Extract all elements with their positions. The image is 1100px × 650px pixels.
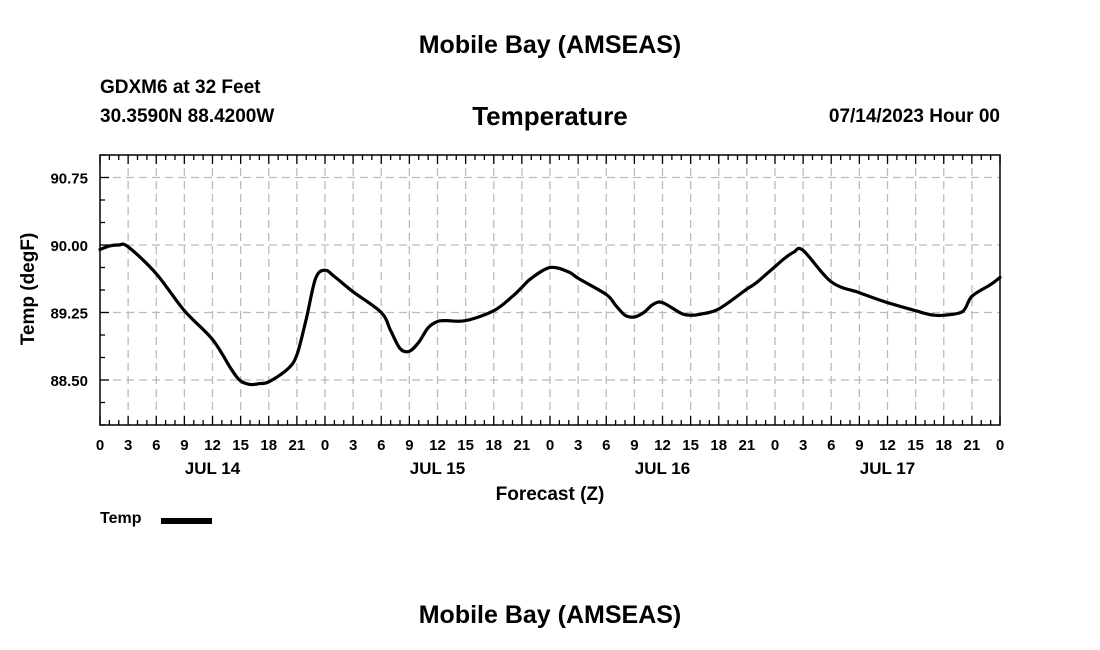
- x-tick-label: 21: [964, 437, 981, 454]
- forecast-datetime: 07/14/2023 Hour 00: [828, 106, 1000, 127]
- x-tick-label: 18: [260, 437, 277, 454]
- x-tick-label: 15: [682, 437, 699, 454]
- chart-title: Temperature: [472, 101, 628, 131]
- station-label: GDXM6 at 32 Feet: [100, 77, 261, 98]
- x-tick-label: 0: [546, 437, 554, 454]
- x-tick-label: 9: [855, 437, 863, 454]
- grid-lines: [100, 155, 1000, 425]
- day-label: JUL 16: [635, 459, 690, 478]
- x-tick-label: 9: [630, 437, 638, 454]
- x-tick-label: 18: [710, 437, 727, 454]
- x-tick-label: 3: [349, 437, 357, 454]
- x-tick-label: 0: [996, 437, 1004, 454]
- x-axis-label: Forecast (Z): [496, 484, 605, 505]
- x-tick-label: 3: [124, 437, 132, 454]
- x-tick-label: 6: [827, 437, 835, 454]
- x-tick-label: 18: [935, 437, 952, 454]
- day-label: JUL 14: [185, 459, 241, 478]
- coordinates-label: 30.3590N 88.4200W: [100, 106, 275, 127]
- x-tick-label: 21: [289, 437, 306, 454]
- x-tick-label: 12: [204, 437, 221, 454]
- x-axis-ticks: 0 3 6 9 12 15 18 21 0 3 6 9 12 15 18 21 0 3 6 9 12 15 18 21 0 3 6 9…: [96, 155, 1004, 454]
- x-tick-label: 6: [377, 437, 385, 454]
- day-label: JUL 17: [860, 459, 915, 478]
- x-tick-label: 9: [180, 437, 188, 454]
- x-tick-label: 12: [879, 437, 896, 454]
- x-tick-label: 15: [457, 437, 474, 454]
- x-tick-label: 18: [485, 437, 502, 454]
- day-label: JUL 15: [410, 459, 465, 478]
- x-tick-label: 3: [574, 437, 582, 454]
- day-labels: JUL 14 JUL 15 JUL 16 JUL 17: [185, 459, 915, 478]
- y-tick-label: 89.25: [50, 306, 88, 323]
- series-layer: [98, 242, 1002, 387]
- x-tick-label: 6: [602, 437, 610, 454]
- y-tick-label: 88.50: [50, 373, 88, 390]
- x-tick-label: 15: [232, 437, 249, 454]
- x-tick-label: 0: [96, 437, 104, 454]
- page-title: Mobile Bay (AMSEAS): [418, 31, 682, 59]
- x-tick-label: 12: [429, 437, 446, 454]
- x-tick-label: 0: [771, 437, 779, 454]
- legend-label: Temp: [100, 510, 142, 527]
- x-tick-label: 9: [405, 437, 413, 454]
- y-tick-label: 90.75: [50, 171, 88, 188]
- x-tick-label: 21: [739, 437, 756, 454]
- y-axis-label: Temp (degF): [18, 233, 39, 346]
- series-line-temp: [98, 242, 1002, 387]
- y-tick-label: 90.00: [50, 238, 88, 255]
- y-axis-ticks: 88.50 89.25 90.00 90.75: [50, 154, 109, 426]
- x-tick-label: 3: [799, 437, 807, 454]
- x-tick-label: 6: [152, 437, 160, 454]
- x-tick-label: 0: [321, 437, 329, 454]
- footer-title: Mobile Bay (AMSEAS): [418, 601, 682, 629]
- x-tick-label: 12: [654, 437, 671, 454]
- legend-line-swatch: [161, 518, 212, 524]
- x-tick-label: 15: [907, 437, 924, 454]
- x-tick-label: 21: [514, 437, 531, 454]
